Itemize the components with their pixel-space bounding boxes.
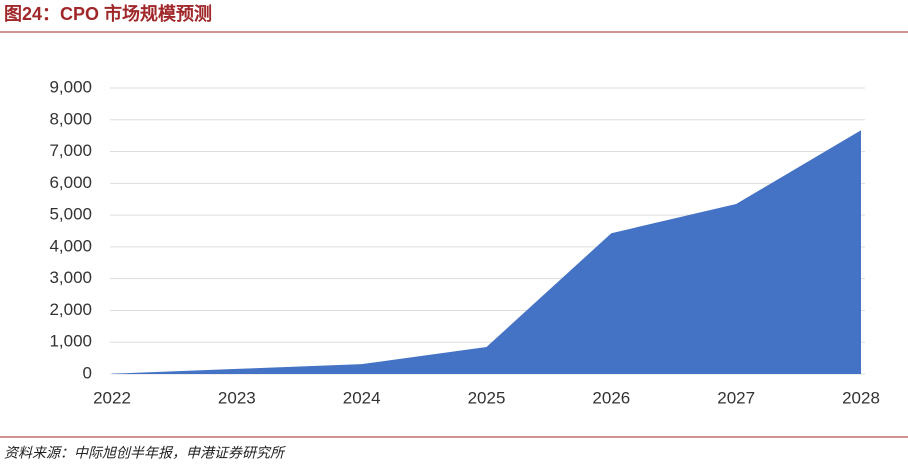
y-tick-label: 2,000 xyxy=(49,300,92,319)
source: 资料来源：中际旭创半年报，申港证券研究所 xyxy=(4,445,286,461)
y-tick-label: 4,000 xyxy=(49,236,92,255)
y-tick-label: 8,000 xyxy=(49,109,92,128)
y-tick-label: 6,000 xyxy=(49,173,92,192)
x-tick-label: 2025 xyxy=(468,388,506,407)
x-tick-label: 2026 xyxy=(592,388,630,407)
area xyxy=(112,130,861,374)
x-tick-label: 2022 xyxy=(93,388,131,407)
y-tick-label: 7,000 xyxy=(49,141,92,160)
y-tick-label: 9,000 xyxy=(49,77,92,96)
x-tick-label: 2027 xyxy=(717,388,755,407)
x-tick-label: 2028 xyxy=(842,388,880,407)
y-tick-label: 3,000 xyxy=(49,268,92,287)
figure-title: 图24：CPO 市场规模预测 xyxy=(4,3,212,24)
x-tick-label: 2024 xyxy=(343,388,381,407)
y-tick-label: 1,000 xyxy=(49,332,92,351)
y-tick-label: 5,000 xyxy=(49,205,92,224)
x-tick-label: 2023 xyxy=(218,388,256,407)
y-tick-label: 0 xyxy=(83,363,92,382)
